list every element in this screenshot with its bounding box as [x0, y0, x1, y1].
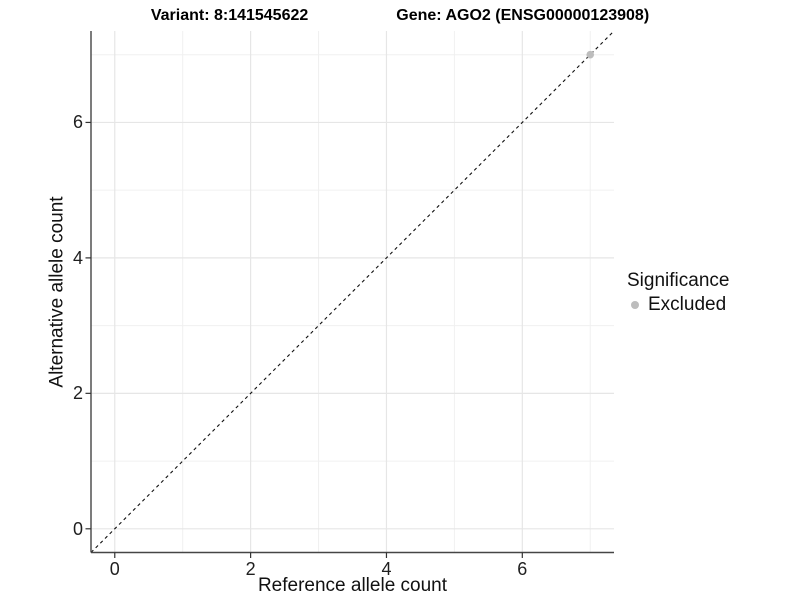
- y-axis-title: Alternative allele count: [46, 196, 68, 388]
- y-tick-label: 4: [72, 247, 83, 268]
- legend-item-excluded: Excluded: [627, 293, 729, 316]
- data-point-excluded: [586, 50, 595, 59]
- x-tick-label: 6: [517, 559, 528, 579]
- legend: Significance Excluded: [627, 269, 729, 316]
- x-axis-title: Reference allele count: [257, 575, 448, 596]
- legend-item-label: Excluded: [648, 294, 727, 315]
- y-tick-label: 0: [72, 518, 83, 539]
- variant-title: Variant: 8:141545622: [150, 7, 309, 24]
- gene-title: Gene: AGO2 (ENSG00000123908): [396, 7, 650, 24]
- excluded-point-icon: [631, 300, 639, 309]
- x-tick-label: 0: [109, 559, 120, 579]
- x-tick-label: 2: [245, 559, 256, 579]
- y-tick-label: 2: [72, 383, 83, 404]
- x-tick-label: 4: [381, 559, 392, 579]
- legend-title: Significance: [627, 270, 730, 291]
- y-tick-label: 6: [72, 112, 83, 133]
- identity-dashed-line: [90, 30, 615, 553]
- plot-title-row: Variant: 8:141545622 Gene: AGO2 (ENSG000…: [0, 6, 800, 26]
